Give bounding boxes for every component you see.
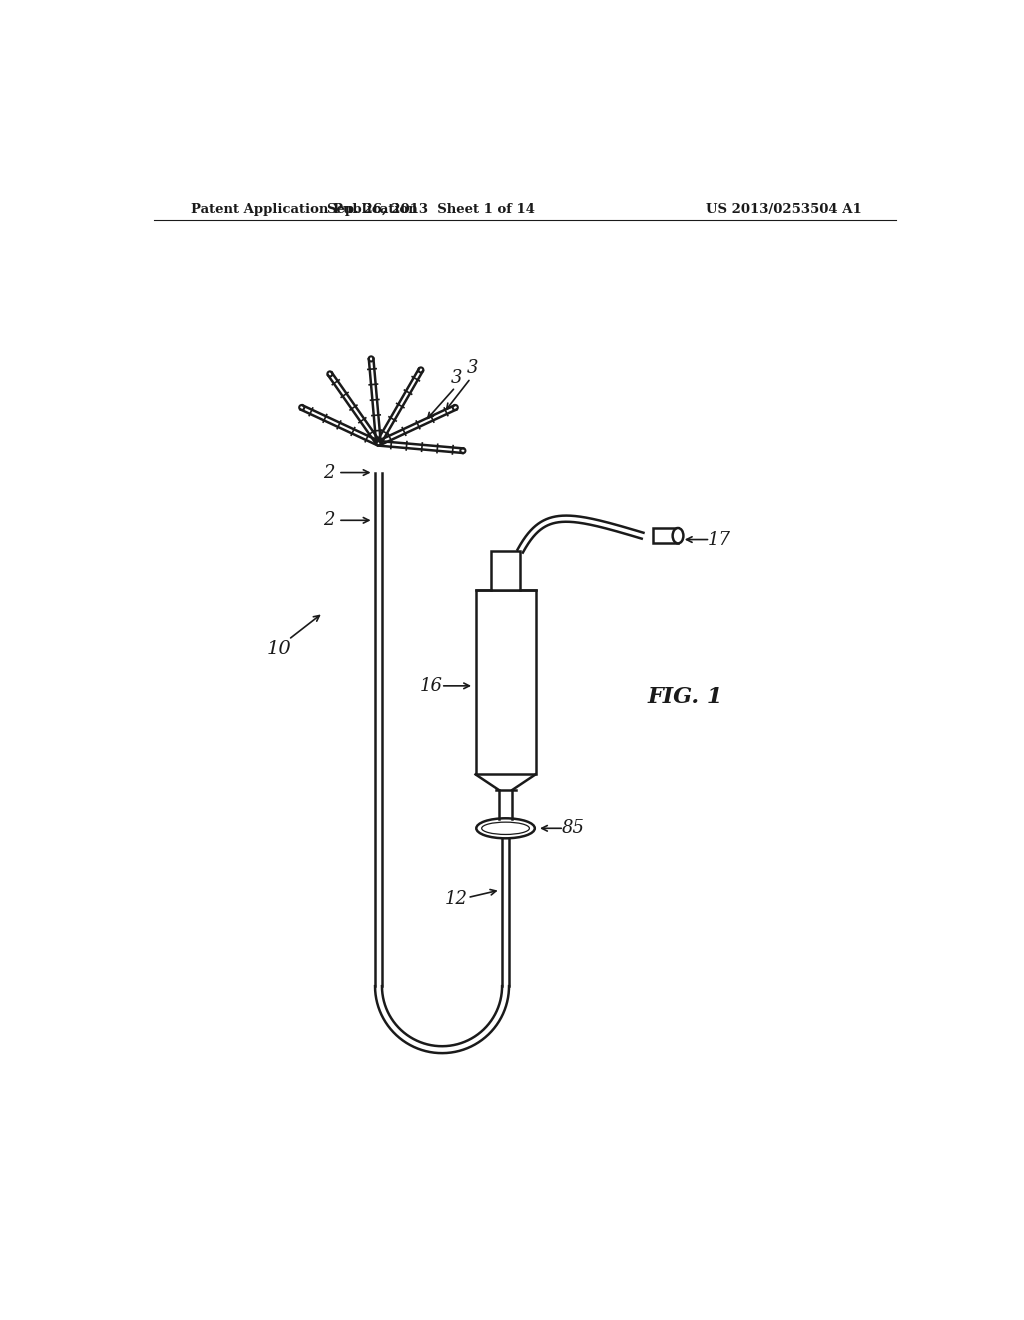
Text: 85: 85 xyxy=(562,820,585,837)
Text: US 2013/0253504 A1: US 2013/0253504 A1 xyxy=(707,203,862,216)
Text: 2: 2 xyxy=(324,511,335,529)
Ellipse shape xyxy=(673,528,683,544)
Text: 17: 17 xyxy=(709,531,731,549)
Ellipse shape xyxy=(476,818,535,838)
Ellipse shape xyxy=(461,449,466,453)
Bar xyxy=(490,552,520,590)
Text: 10: 10 xyxy=(267,640,292,657)
FancyBboxPatch shape xyxy=(653,528,678,544)
Text: 12: 12 xyxy=(444,890,467,908)
Text: 2: 2 xyxy=(324,463,335,482)
Ellipse shape xyxy=(328,371,333,376)
Ellipse shape xyxy=(299,405,304,411)
Bar xyxy=(475,590,536,775)
Text: Patent Application Publication: Patent Application Publication xyxy=(190,203,418,216)
Text: Sep. 26, 2013  Sheet 1 of 14: Sep. 26, 2013 Sheet 1 of 14 xyxy=(327,203,535,216)
Text: 16: 16 xyxy=(420,677,442,694)
Ellipse shape xyxy=(419,367,423,372)
Text: FIG. 1: FIG. 1 xyxy=(647,686,723,709)
Text: 3: 3 xyxy=(467,359,478,378)
Text: 3: 3 xyxy=(452,368,463,387)
Ellipse shape xyxy=(453,405,458,411)
Ellipse shape xyxy=(369,356,374,362)
